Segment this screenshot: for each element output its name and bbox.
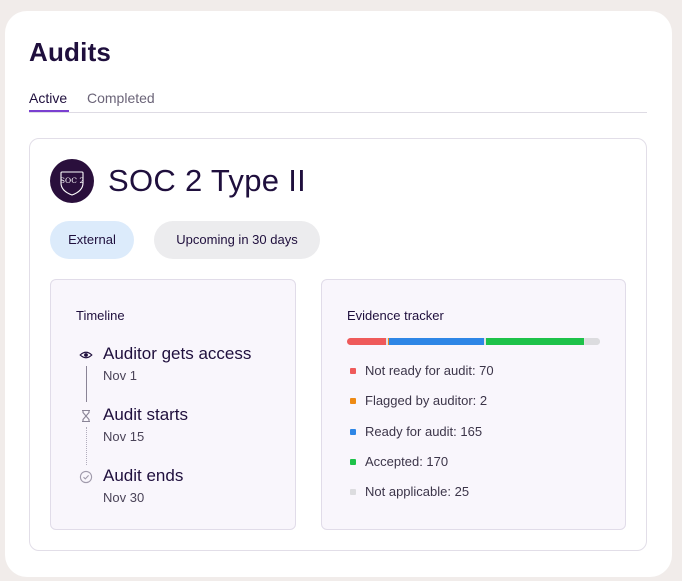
evidence-bar-segment	[389, 338, 485, 345]
evidence-tracker-title: Evidence tracker	[347, 308, 444, 323]
status-dot	[350, 398, 356, 404]
evidence-bar-segment	[585, 338, 600, 345]
timeline-connector	[86, 366, 87, 402]
audit-title: SOC 2 Type II	[108, 163, 307, 198]
legend-label: Not ready for audit: 70	[365, 363, 494, 378]
legend-label: Accepted: 170	[365, 454, 449, 469]
evidence-bar-segment	[347, 338, 387, 345]
timeline-event-date: Nov 15	[103, 429, 145, 444]
evidence-tracker-panel: Evidence tracker Not ready for audit: 70…	[321, 279, 626, 530]
timeline-event-label: Audit starts	[103, 405, 189, 424]
status-dot	[350, 429, 356, 435]
audit-tabs: Active Completed	[29, 89, 647, 113]
legend-label: Not applicable: 25	[365, 484, 470, 499]
audit-card-soc2[interactable]: SOC 2 SOC 2 Type II External Upcoming in…	[29, 138, 647, 551]
evidence-progress-bar	[347, 338, 600, 345]
tab-active[interactable]: Active	[29, 90, 69, 112]
page-title: Audits	[29, 37, 112, 67]
tab-completed[interactable]: Completed	[87, 90, 155, 106]
evidence-bar-segment	[485, 338, 584, 345]
timeline-event-date: Nov 1	[103, 368, 137, 383]
timeline-panel: Timeline Auditor gets access Nov 1 Audit…	[50, 279, 296, 530]
eye-icon	[79, 348, 93, 362]
status-dot	[350, 459, 356, 465]
audit-type-badge: External	[50, 221, 134, 259]
check-circle-icon	[79, 470, 93, 484]
timeline-connector	[86, 427, 87, 465]
logo-text: SOC 2	[60, 176, 84, 185]
status-dot	[350, 489, 356, 495]
legend-label: Flagged by auditor: 2	[365, 393, 488, 408]
timeline-event-date: Nov 30	[103, 490, 145, 505]
legend-label: Ready for audit: 165	[365, 424, 483, 439]
timeline-event-label: Auditor gets access	[103, 344, 252, 363]
hourglass-icon	[79, 409, 93, 423]
timeline-event-label: Audit ends	[103, 466, 184, 485]
soc2-logo: SOC 2	[50, 159, 94, 203]
evidence-bar-segment	[387, 338, 390, 345]
status-dot	[350, 368, 356, 374]
audit-status-badge: Upcoming in 30 days	[154, 221, 320, 259]
timeline-title: Timeline	[76, 308, 125, 323]
audits-card: Audits Active Completed SOC 2 SOC 2 Type…	[5, 11, 672, 577]
